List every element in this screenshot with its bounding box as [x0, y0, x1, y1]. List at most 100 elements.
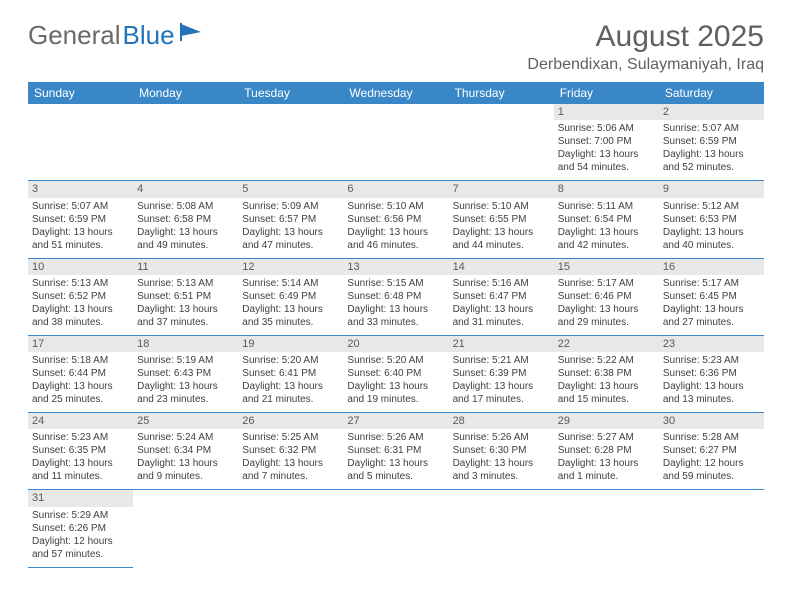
daylight-text: Daylight: 13 hours and 19 minutes.	[347, 380, 444, 406]
daylight-text: Daylight: 13 hours and 1 minute.	[558, 457, 655, 483]
sunrise-text: Sunrise: 5:15 AM	[347, 277, 444, 290]
daylight-text: Daylight: 13 hours and 40 minutes.	[663, 226, 760, 252]
sunrise-text: Sunrise: 5:17 AM	[558, 277, 655, 290]
sunrise-text: Sunrise: 5:10 AM	[347, 200, 444, 213]
sunrise-text: Sunrise: 5:09 AM	[242, 200, 339, 213]
calendar-cell	[238, 490, 343, 567]
sunrise-text: Sunrise: 5:23 AM	[32, 431, 129, 444]
daylight-text: Daylight: 12 hours and 57 minutes.	[32, 535, 129, 561]
day-number: 18	[133, 336, 238, 352]
daylight-text: Daylight: 13 hours and 29 minutes.	[558, 303, 655, 329]
weekday-header: Wednesday	[343, 82, 448, 104]
calendar-row: 31Sunrise: 5:29 AMSunset: 6:26 PMDayligh…	[28, 490, 764, 567]
day-number: 26	[238, 413, 343, 429]
day-number: 4	[133, 181, 238, 197]
calendar-cell: 17Sunrise: 5:18 AMSunset: 6:44 PMDayligh…	[28, 335, 133, 412]
sunset-text: Sunset: 6:46 PM	[558, 290, 655, 303]
sunset-text: Sunset: 6:49 PM	[242, 290, 339, 303]
sunrise-text: Sunrise: 5:25 AM	[242, 431, 339, 444]
daylight-text: Daylight: 13 hours and 49 minutes.	[137, 226, 234, 252]
day-number: 6	[343, 181, 448, 197]
calendar-cell: 9Sunrise: 5:12 AMSunset: 6:53 PMDaylight…	[659, 181, 764, 258]
sunset-text: Sunset: 6:51 PM	[137, 290, 234, 303]
calendar-cell: 15 Sunrise: 5:17 AMSunset: 6:46 PMDayligh…	[554, 258, 659, 335]
calendar-row: 3Sunrise: 5:07 AMSunset: 6:59 PMDaylight…	[28, 181, 764, 258]
sunset-text: Sunset: 6:57 PM	[242, 213, 339, 226]
sunset-text: Sunset: 6:38 PM	[558, 367, 655, 380]
sunrise-text: Sunrise: 5:26 AM	[347, 431, 444, 444]
day-number: 24	[28, 413, 133, 429]
calendar-cell: 20Sunrise: 5:20 AMSunset: 6:40 PMDayligh…	[343, 335, 448, 412]
day-number: 25	[133, 413, 238, 429]
sunrise-text: Sunrise: 5:19 AM	[137, 354, 234, 367]
sunset-text: Sunset: 6:30 PM	[453, 444, 550, 457]
sunset-text: Sunset: 7:00 PM	[558, 135, 655, 148]
calendar-cell: 2Sunrise: 5:07 AMSunset: 6:59 PMDaylight…	[659, 104, 764, 181]
day-number: 29	[554, 413, 659, 429]
sunrise-text: Sunrise: 5:13 AM	[32, 277, 129, 290]
calendar-cell: 12Sunrise: 5:14 AMSunset: 6:49 PMDayligh…	[238, 258, 343, 335]
day-number: 12	[238, 259, 343, 275]
calendar-cell	[554, 490, 659, 567]
sunset-text: Sunset: 6:45 PM	[663, 290, 760, 303]
sunrise-text: Sunrise: 5:10 AM	[453, 200, 550, 213]
calendar-cell: 1Sunrise: 5:06 AMSunset: 7:00 PMDaylight…	[554, 104, 659, 181]
weekday-header: Monday	[133, 82, 238, 104]
sunset-text: Sunset: 6:32 PM	[242, 444, 339, 457]
day-number: 28	[449, 413, 554, 429]
day-number: 10	[28, 259, 133, 275]
daylight-text: Daylight: 12 hours and 59 minutes.	[663, 457, 760, 483]
calendar-cell: 22Sunrise: 5:22 AMSunset: 6:38 PMDayligh…	[554, 335, 659, 412]
weekday-header: Friday	[554, 82, 659, 104]
sunset-text: Sunset: 6:53 PM	[663, 213, 760, 226]
day-number: 1	[554, 104, 659, 120]
daylight-text: Daylight: 13 hours and 47 minutes.	[242, 226, 339, 252]
logo: GeneralBlue	[28, 20, 205, 51]
day-number: 15	[554, 259, 659, 275]
calendar-row: 17Sunrise: 5:18 AMSunset: 6:44 PMDayligh…	[28, 335, 764, 412]
calendar-cell: 31Sunrise: 5:29 AMSunset: 6:26 PMDayligh…	[28, 490, 133, 567]
sunset-text: Sunset: 6:26 PM	[32, 522, 129, 535]
day-number: 20	[343, 336, 448, 352]
daylight-text: Daylight: 13 hours and 42 minutes.	[558, 226, 655, 252]
sunset-text: Sunset: 6:48 PM	[347, 290, 444, 303]
day-number: 14	[449, 259, 554, 275]
calendar-cell	[28, 104, 133, 181]
logo-word-2: Blue	[123, 20, 175, 51]
sunset-text: Sunset: 6:56 PM	[347, 213, 444, 226]
sunrise-text: Sunrise: 5:07 AM	[32, 200, 129, 213]
calendar-cell: 18Sunrise: 5:19 AMSunset: 6:43 PMDayligh…	[133, 335, 238, 412]
sunset-text: Sunset: 6:47 PM	[453, 290, 550, 303]
calendar-cell	[133, 104, 238, 181]
day-number: 11	[133, 259, 238, 275]
daylight-text: Daylight: 13 hours and 33 minutes.	[347, 303, 444, 329]
calendar-cell: 16Sunrise: 5:17 AMSunset: 6:45 PMDayligh…	[659, 258, 764, 335]
sunrise-text: Sunrise: 5:27 AM	[558, 431, 655, 444]
daylight-text: Daylight: 13 hours and 9 minutes.	[137, 457, 234, 483]
daylight-text: Daylight: 13 hours and 15 minutes.	[558, 380, 655, 406]
sunset-text: Sunset: 6:31 PM	[347, 444, 444, 457]
calendar-cell: 7Sunrise: 5:10 AMSunset: 6:55 PMDaylight…	[449, 181, 554, 258]
day-number: 9	[659, 181, 764, 197]
day-number: 16	[659, 259, 764, 275]
weekday-header: Thursday	[449, 82, 554, 104]
day-number: 22	[554, 336, 659, 352]
sunset-text: Sunset: 6:44 PM	[32, 367, 129, 380]
sunset-text: Sunset: 6:58 PM	[137, 213, 234, 226]
day-number: 27	[343, 413, 448, 429]
calendar-cell	[133, 490, 238, 567]
daylight-text: Daylight: 13 hours and 7 minutes.	[242, 457, 339, 483]
daylight-text: Daylight: 13 hours and 13 minutes.	[663, 380, 760, 406]
calendar-cell: 27Sunrise: 5:26 AMSunset: 6:31 PMDayligh…	[343, 413, 448, 490]
daylight-text: Daylight: 13 hours and 27 minutes.	[663, 303, 760, 329]
calendar-cell: 26 Sunrise: 5:25 AMSunset: 6:32 PMDayligh…	[238, 413, 343, 490]
sunset-text: Sunset: 6:39 PM	[453, 367, 550, 380]
header: GeneralBlue August 2025 Derbendixan, Sul…	[28, 20, 764, 74]
sunset-text: Sunset: 6:43 PM	[137, 367, 234, 380]
sunset-text: Sunset: 6:35 PM	[32, 444, 129, 457]
calendar-cell: 10Sunrise: 5:13 AMSunset: 6:52 PMDayligh…	[28, 258, 133, 335]
calendar-cell: 19Sunrise: 5:20 AMSunset: 6:41 PMDayligh…	[238, 335, 343, 412]
day-number: 17	[28, 336, 133, 352]
weekday-header-row: SundayMondayTuesdayWednesdayThursdayFrid…	[28, 82, 764, 104]
sunrise-text: Sunrise: 5:23 AM	[663, 354, 760, 367]
